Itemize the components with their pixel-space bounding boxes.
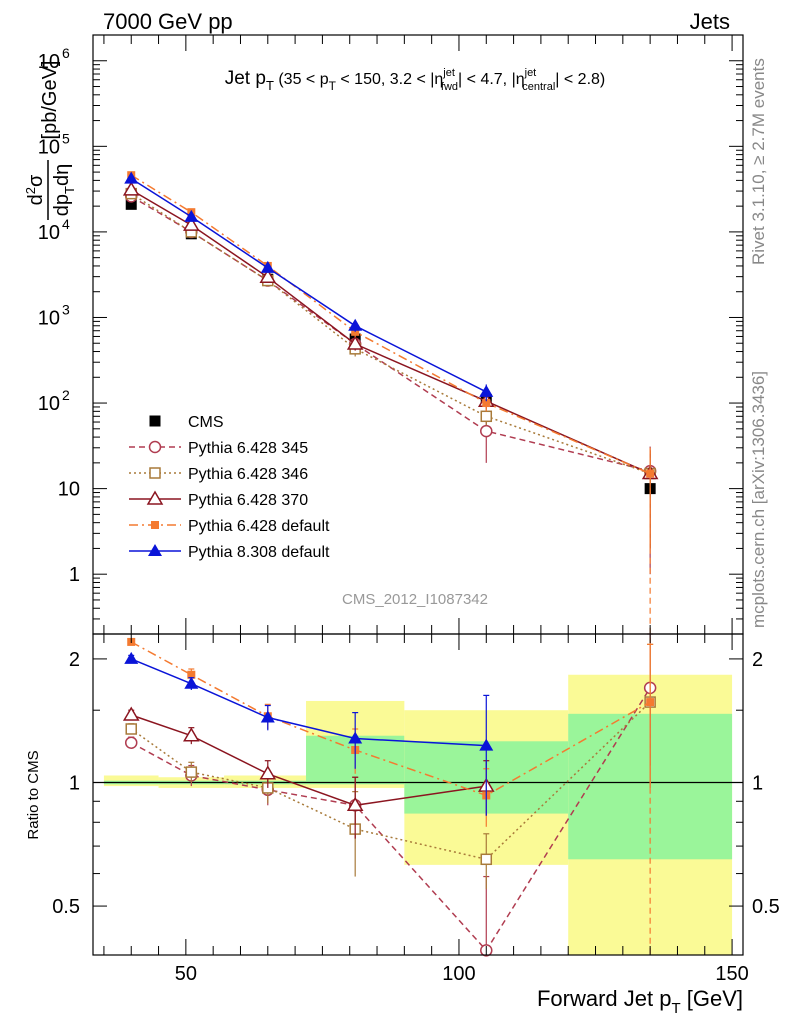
chart-title: Jet pT (35 < pT < 150, 3.2 < |ηjet fwd| <… xyxy=(225,67,606,93)
legend-marker-cms xyxy=(149,415,161,427)
main-line-p8def xyxy=(130,177,487,393)
ratio-ytick-label-right: 2 xyxy=(752,649,763,671)
ratio-xtick-label: 150 xyxy=(715,963,748,985)
ratio-point-p346 xyxy=(185,766,198,778)
ratio-ytick-label: 1 xyxy=(69,772,80,794)
ratio-line-p6def xyxy=(130,641,651,797)
ratio-point-p370 xyxy=(183,727,200,742)
main-point-p8def xyxy=(260,260,275,273)
main-ytick-exponent: 3 xyxy=(62,301,70,317)
main-point-cms xyxy=(125,198,137,210)
ratio-xtick-label: 50 xyxy=(175,963,197,985)
main-point-p8def xyxy=(124,171,139,184)
legend-marker-p345 xyxy=(148,440,162,454)
legend-label-p345: Pythia 6.428 345 xyxy=(188,440,308,457)
ratio-point-p370 xyxy=(259,765,277,780)
ratio-point-p8def xyxy=(260,710,275,723)
ratio-line-p345 xyxy=(130,687,651,952)
legend-item-p6def: Pythia 6.428 default xyxy=(129,518,330,535)
main-point-p345 xyxy=(480,424,493,438)
main-ylabel-unit: [pb/GeV] xyxy=(39,61,61,140)
main-line-p346 xyxy=(130,192,651,475)
main-ytick-label: 10 xyxy=(38,222,60,244)
main-ytick-exponent: 6 xyxy=(62,45,70,61)
header-left: 7000 GeV pp xyxy=(103,9,233,34)
legend-item-p370: Pythia 6.428 370 xyxy=(129,490,308,509)
main-ytick-label: 10 xyxy=(38,393,60,415)
main-point-p6def xyxy=(482,399,491,408)
ratio-line-p346 xyxy=(130,701,651,861)
ratio-point-p8def xyxy=(348,731,363,744)
main-series-p345 xyxy=(124,190,657,575)
main-point-p346 xyxy=(480,410,493,423)
header-right: Jets xyxy=(690,9,730,34)
main-line-p345 xyxy=(130,195,651,472)
legend-marker-p6def xyxy=(151,521,159,529)
legend-label-p370: Pythia 6.428 370 xyxy=(188,492,308,509)
ratio-series-p8def xyxy=(124,651,494,816)
xaxis-label: Forward Jet pT [GeV] xyxy=(537,986,743,1017)
main-point-p370 xyxy=(183,216,200,231)
ratio-ytick-label: 2 xyxy=(69,649,80,671)
legend-label-p6def: Pythia 6.428 default xyxy=(188,518,330,535)
main-ytick-label: 10 xyxy=(38,136,60,158)
main-point-p370 xyxy=(122,181,140,196)
legend-item-p8def: Pythia 8.308 default xyxy=(129,544,330,561)
legend-label-p346: Pythia 6.428 346 xyxy=(188,466,308,483)
main-ytick-label: 1 xyxy=(69,564,80,586)
main-point-p370 xyxy=(346,335,364,350)
main-series-p8def xyxy=(124,171,494,402)
legend-marker-p346 xyxy=(149,467,161,479)
ratio-ytick-label-right: 1 xyxy=(752,772,763,794)
main-line-p6def xyxy=(130,174,651,475)
main-ylabel-denominator: dpTdη xyxy=(51,164,77,216)
legend-marker-p8def xyxy=(148,544,162,556)
main-line-p370 xyxy=(130,189,651,475)
ratio-point-p346 xyxy=(480,853,493,866)
ratio-point-p8def xyxy=(124,651,139,664)
ratio-point-p370 xyxy=(346,796,364,812)
main-point-p8def xyxy=(348,318,363,331)
ratio-frame xyxy=(92,633,744,956)
legend-item-p346: Pythia 6.428 346 xyxy=(129,466,308,483)
main-ylabel-text: d2σ xyxy=(23,174,47,205)
ratio-point-p8def xyxy=(479,738,494,751)
main-ytick-exponent: 2 xyxy=(62,387,70,403)
legend: CMS Pythia 6.428 345 Pythia 6.428 346 Pythi… xyxy=(129,414,330,561)
main-ytick-exponent: 4 xyxy=(62,216,70,232)
legend-item-p345: Pythia 6.428 345 xyxy=(129,440,308,457)
ratio-point-p370 xyxy=(122,706,140,721)
legend-label-p8def: Pythia 8.308 default xyxy=(188,544,330,561)
main-ytick-label: 10 xyxy=(38,307,60,329)
ratio-xtick-label: 100 xyxy=(442,963,475,985)
mcplots-label: mcplots.cern.ch [arXiv:1306.3436] xyxy=(749,371,768,628)
legend-item-cms: CMS xyxy=(149,414,224,431)
ratio-uncertainty-bands xyxy=(93,674,743,955)
main-point-p8def xyxy=(184,209,199,222)
ratio-ylabel: Ratio to CMS xyxy=(25,750,42,839)
main-point-p370 xyxy=(259,268,277,284)
ratio-ytick-label-right: 0.5 xyxy=(752,896,780,918)
ratio-point-p345 xyxy=(124,736,138,749)
main-point-p8def xyxy=(479,384,494,397)
ratio-point-p346 xyxy=(125,723,137,735)
ratio-ytick-label: 0.5 xyxy=(52,896,80,918)
rivet-label: Rivet 3.1.10, ≥ 2.7M events xyxy=(749,58,768,265)
ratio-point-p8def xyxy=(184,676,199,689)
ratio-point-p6def xyxy=(187,670,196,679)
legend-label-cms: CMS xyxy=(188,414,224,431)
main-ytick-label: 10 xyxy=(38,51,60,73)
main-ytick-label: 10 xyxy=(58,479,80,501)
watermark: CMS_2012_I1087342 xyxy=(342,591,488,608)
main-ytick-exponent: 5 xyxy=(62,130,70,146)
legend-marker-p370 xyxy=(146,490,164,505)
